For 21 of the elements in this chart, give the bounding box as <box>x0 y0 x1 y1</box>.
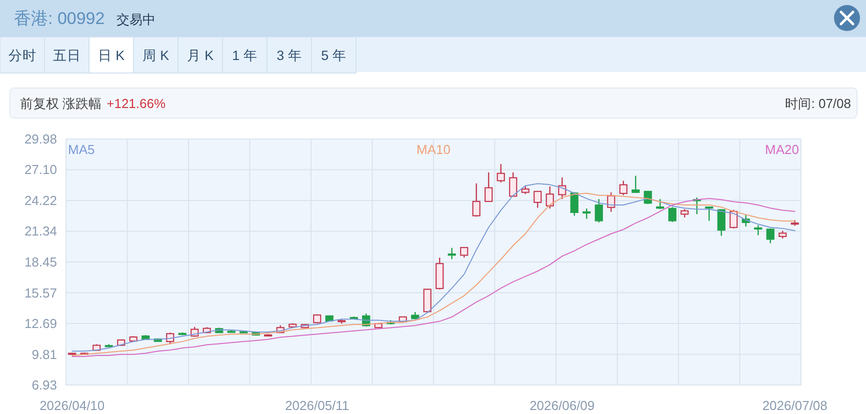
annotation: 前复权 涨跌幅 <box>20 96 102 111</box>
x-tick-label: 2026/07/08 <box>762 398 828 413</box>
y-tick-label: 24.22 <box>24 192 57 208</box>
legend: MA5 <box>68 142 95 157</box>
title: 香港: 00992 <box>14 9 105 28</box>
y-tick-label: 12.69 <box>24 316 57 332</box>
y-tick-label: 9.81 <box>32 346 57 362</box>
y-tick-label: 6.93 <box>32 378 57 392</box>
annotation: +121.66% <box>106 96 166 111</box>
x-tick-label: 2026/04/10 <box>40 398 105 413</box>
y-tick-label: 15.57 <box>24 285 57 300</box>
annotation: 时间: 07/08 <box>785 96 851 111</box>
x-tick-label: 2026/05/11 <box>285 398 350 413</box>
subtitle: 交易中 <box>116 12 156 27</box>
y-tick-label: 18.45 <box>24 254 57 270</box>
y-tick-label: 29.98 <box>24 132 57 146</box>
y-tick-label: 21.34 <box>24 224 57 239</box>
legend: MA10 <box>416 142 450 157</box>
x-tick-label: 2026/06/09 <box>530 398 595 413</box>
legend: MA20 <box>765 142 799 157</box>
y-tick-label: 27.10 <box>24 162 57 178</box>
